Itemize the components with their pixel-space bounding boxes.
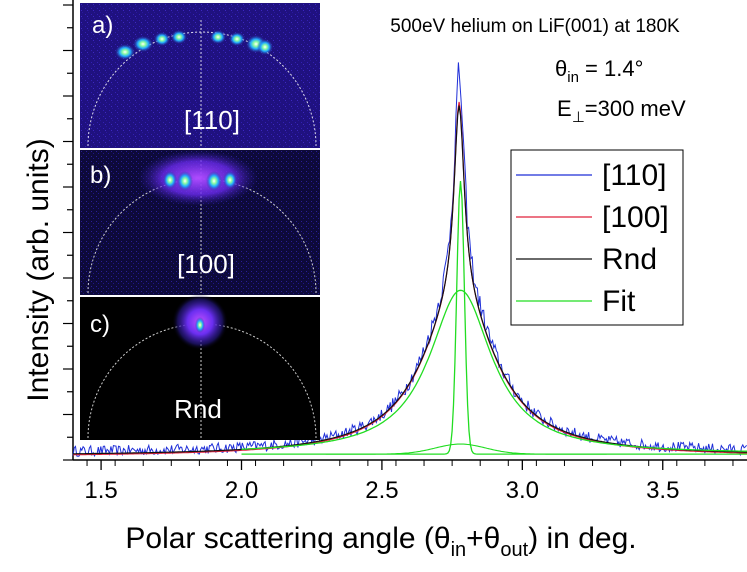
legend-entry: [100] [516, 201, 669, 234]
x-axis-tick-labels: 1.5 2.0 2.5 3.0 3.5 [84, 477, 679, 504]
x-axis-ticks [86, 460, 734, 470]
inset-a-panel-label: a) [92, 12, 113, 39]
x-tick-label: 3.5 [646, 477, 679, 504]
x-axis-label: Polar scattering angle (θin+θout) in deg… [125, 522, 636, 561]
inset-c-direction-label: Rnd [174, 394, 222, 424]
x-tick-label: 2.0 [225, 477, 258, 504]
curves [72, 62, 747, 458]
inset-a-direction-label: [110] [184, 105, 240, 135]
legend-box [510, 149, 684, 326]
legend-entry: Rnd [516, 243, 657, 276]
legend-label: [110] [602, 159, 667, 192]
x-tick-label: 2.5 [365, 477, 398, 504]
legend: [110] [100] Rnd Fit [510, 149, 684, 326]
legend-label: Rnd [602, 243, 657, 276]
annotation-e-perp: E⊥=300 meV [557, 96, 686, 126]
legend-label: [100] [602, 201, 669, 234]
annotation-theta-in: θin = 1.4° [555, 56, 643, 86]
inset-b-direction-label: [100] [177, 249, 235, 279]
inset-c: c) Rnd [80, 294, 320, 440]
diffraction-spots-b [163, 171, 237, 191]
inset-b-panel-label: b) [90, 162, 111, 189]
series-fit-broad [241, 289, 747, 452]
inset-a: a) [110] [80, 3, 320, 148]
series-fit-base [325, 443, 607, 455]
inset-panels: a) [110] b) [100] c) Rnd [80, 3, 320, 440]
diffraction-spots-a [115, 30, 273, 60]
series-fit-sharp [241, 181, 747, 455]
inset-c-panel-label: c) [90, 311, 110, 338]
chart-title: 500eV helium on LiF(001) at 180K [390, 16, 680, 37]
legend-entry: Fit [516, 285, 636, 318]
y-axis-label: Intensity (arb. units) [22, 138, 55, 401]
x-tick-label: 1.5 [84, 477, 117, 504]
legend-entry: [110] [516, 159, 667, 192]
legend-label: Fit [602, 285, 636, 318]
y-axis-ticks [63, 4, 73, 461]
inset-b: b) [100] [80, 150, 320, 295]
x-tick-label: 3.0 [506, 477, 539, 504]
